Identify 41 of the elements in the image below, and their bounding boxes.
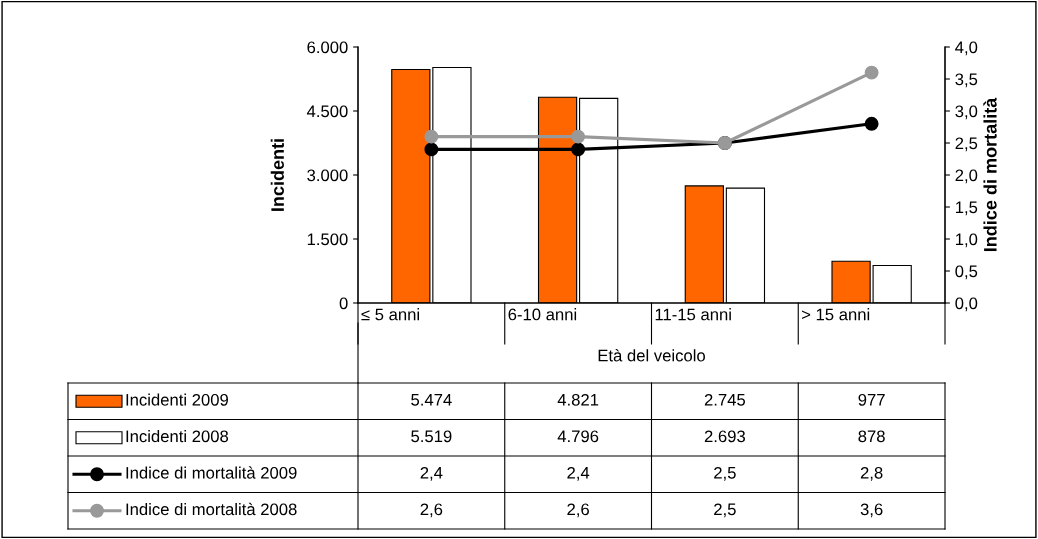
x-tick-label: 6-10 anni: [508, 308, 577, 321]
data-label: 3,6: [860, 503, 883, 518]
y2-axis-title: Indice di mortalità: [983, 97, 997, 252]
legend-label: Incidenti 2008: [126, 429, 229, 443]
data-label: 2,6: [420, 503, 443, 518]
data-label: 2,5: [714, 503, 736, 518]
y-axis-title: Incidenti: [270, 139, 284, 211]
data-label: 977: [858, 393, 885, 406]
y2-tick-label: 1,5: [955, 201, 978, 216]
data-label: 4.821: [557, 393, 599, 406]
y2-tick-label: 4,0: [955, 41, 978, 56]
data-label: 4.796: [557, 430, 599, 443]
data-label: 2,5: [714, 466, 736, 481]
x-tick-label: > 15 anni: [802, 308, 870, 321]
x-axis-title: Età del veicolo: [598, 349, 705, 362]
data-label: 5.474: [411, 394, 452, 406]
data-label: 5.519: [411, 430, 452, 443]
data-label: 2,4: [420, 466, 443, 481]
y2-tick-label: 2,0: [955, 169, 978, 184]
y-tick-label: 3.000: [307, 169, 348, 182]
data-label: 2.693: [704, 430, 745, 443]
y2-tick-label: 3,0: [955, 105, 978, 120]
legend-label: Indice di mortalità 2008: [126, 502, 297, 516]
data-label: 2,4: [567, 466, 590, 481]
data-label: 2,8: [860, 466, 883, 481]
data-label: 2,6: [567, 503, 589, 518]
y2-tick-label: 3,5: [955, 73, 978, 88]
y-tick-label: 6.000: [307, 41, 348, 54]
x-tick-label: 11-15 anni: [655, 308, 731, 321]
legend-label: Incidenti 2009: [126, 393, 228, 406]
data-label: 2.745: [704, 393, 746, 406]
y-tick-label: 4.500: [306, 105, 348, 118]
y2-tick-label: 2,5: [955, 137, 978, 152]
y2-tick-label: 0,5: [955, 265, 978, 280]
y-tick-label: 1.500: [307, 233, 348, 246]
data-label: 878: [858, 430, 885, 443]
y2-tick-label: 0,0: [955, 297, 978, 312]
y2-tick-label: 1,0: [955, 233, 978, 248]
legend-label: Indice di mortalità 2009: [126, 466, 297, 479]
y-tick-label: 0: [339, 297, 348, 310]
x-tick-label: ≤ 5 anni: [361, 308, 419, 321]
